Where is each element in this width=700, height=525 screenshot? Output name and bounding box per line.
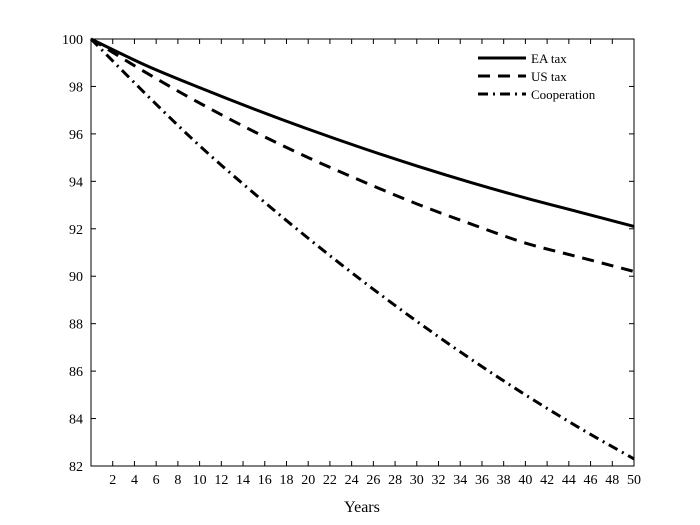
x-tick-label: 48 — [605, 473, 619, 488]
y-tick-label: 88 — [69, 318, 83, 333]
y-tick-label: 94 — [69, 175, 83, 190]
x-tick-label: 32 — [432, 473, 446, 488]
x-tick-label: 20 — [301, 473, 315, 488]
x-tick-label: 40 — [518, 473, 532, 488]
x-tick-label: 18 — [279, 473, 293, 488]
x-tick-label: 16 — [258, 473, 272, 488]
x-tick-label: 44 — [562, 473, 576, 488]
y-tick-label: 98 — [69, 80, 83, 95]
y-tick-label: 100 — [62, 33, 83, 48]
y-tick-label: 96 — [69, 128, 83, 143]
series-line-0 — [90, 37, 635, 228]
x-tick-label: 22 — [323, 473, 337, 488]
y-axis: 82 84 86 88 90 92 94 96 98 100 — [62, 33, 634, 475]
x-tick-label: 12 — [214, 473, 228, 488]
y-tick-label: 92 — [69, 223, 83, 238]
x-tick-label: 24 — [345, 473, 359, 488]
x-tick-label: 4 — [131, 473, 138, 488]
y-tick-label: 86 — [69, 365, 83, 380]
series-lines — [89, 37, 635, 461]
x-tick-label: 30 — [410, 473, 424, 488]
legend-label-0: EA tax — [531, 51, 567, 66]
x-axis: 2 4 6 8 10 12 14 16 18 20 22 24 26 28 30 32 34 36 38 40 42 44… — [109, 39, 641, 488]
y-tick-label: 90 — [69, 270, 83, 285]
y-tick-label: 84 — [69, 413, 83, 428]
x-tick-label: 14 — [236, 473, 250, 488]
legend-label-1: US tax — [531, 69, 567, 84]
x-tick-label: 2 — [109, 473, 116, 488]
x-tick-label: 26 — [366, 473, 380, 488]
plot-area-frame — [90, 38, 635, 467]
legend: EA tax US tax Cooperation — [478, 51, 596, 102]
x-tick-label: 38 — [497, 473, 511, 488]
series-line-1 — [90, 37, 635, 273]
x-tick-label: 34 — [453, 473, 467, 488]
x-tick-label: 50 — [627, 473, 641, 488]
x-tick-label: 6 — [153, 473, 160, 488]
x-tick-label: 46 — [584, 473, 598, 488]
x-tick-label: 28 — [388, 473, 402, 488]
x-tick-label: 36 — [475, 473, 489, 488]
legend-label-2: Cooperation — [531, 87, 596, 102]
x-tick-label: 10 — [193, 473, 207, 488]
x-tick-label: 8 — [174, 473, 181, 488]
y-tick-label: 82 — [69, 460, 83, 475]
x-axis-title: Years — [344, 499, 380, 516]
x-tick-label: 42 — [540, 473, 554, 488]
